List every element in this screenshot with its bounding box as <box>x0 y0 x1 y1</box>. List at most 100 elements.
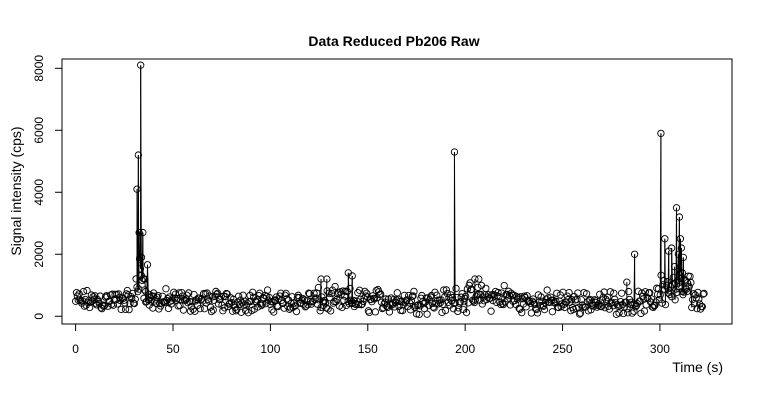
spike-line <box>674 266 676 300</box>
data-point <box>603 297 611 305</box>
data-point <box>185 289 193 297</box>
data-point <box>305 290 314 298</box>
data-point <box>639 295 648 303</box>
y-tick-label: 8000 <box>32 55 46 82</box>
data-point <box>282 289 290 298</box>
data-point <box>628 309 636 317</box>
data-point <box>691 291 699 299</box>
data-point <box>382 295 390 303</box>
data-point <box>665 287 673 295</box>
data-point <box>323 275 331 283</box>
data-point <box>438 308 446 317</box>
data-point <box>679 253 687 262</box>
data-point <box>661 300 670 309</box>
data-point <box>222 289 231 298</box>
data-point <box>338 303 346 312</box>
data-point <box>371 308 380 316</box>
data-point <box>177 296 185 304</box>
data-point <box>391 303 399 311</box>
data-point <box>348 272 356 280</box>
data-point <box>188 298 196 306</box>
data-point <box>141 275 149 283</box>
data-point <box>328 286 337 294</box>
spike-line <box>453 151 456 303</box>
data-point <box>582 290 591 298</box>
x-axis: 0 50 100 150 200 250 300 <box>72 323 670 356</box>
data-point <box>412 310 421 318</box>
data-point <box>677 274 685 282</box>
data-point <box>540 302 548 310</box>
data-point <box>240 301 248 309</box>
data-point <box>317 275 325 283</box>
data-point <box>143 261 152 269</box>
data-point <box>482 284 490 293</box>
data-point <box>228 307 237 315</box>
data-point <box>237 308 245 316</box>
data-point <box>265 293 273 302</box>
data-point <box>90 295 98 303</box>
data-point <box>179 306 188 314</box>
data-point <box>408 292 416 301</box>
data-point <box>407 296 415 305</box>
data-point <box>162 285 170 293</box>
data-point <box>565 289 573 297</box>
data-point <box>209 306 217 314</box>
data-point <box>376 290 385 298</box>
data-point <box>257 301 266 310</box>
data-point <box>196 304 204 313</box>
data-point <box>277 289 285 297</box>
data-point <box>263 286 272 294</box>
data-point <box>100 301 109 310</box>
data-point <box>406 306 415 314</box>
data-point <box>326 293 334 302</box>
data-point <box>505 291 514 299</box>
data-point <box>383 302 391 310</box>
data-point <box>104 302 112 310</box>
data-point <box>623 305 631 313</box>
data-point <box>561 303 569 312</box>
data-point <box>457 293 465 301</box>
data-point <box>314 283 323 292</box>
data-point <box>91 292 99 300</box>
data-point <box>385 308 394 316</box>
data-point <box>462 308 471 317</box>
data-point <box>439 300 447 308</box>
x-tick-label: 250 <box>553 342 573 356</box>
y-tick-label: 2000 <box>32 241 46 268</box>
data-point <box>657 129 665 138</box>
data-point <box>670 263 679 271</box>
data-point <box>302 302 310 310</box>
data-point <box>117 305 125 314</box>
x-tick-label: 100 <box>260 342 280 356</box>
data-point <box>292 307 301 316</box>
data-point <box>126 299 134 308</box>
data-point <box>79 287 88 296</box>
data-point <box>512 292 521 301</box>
data-point <box>164 294 172 303</box>
data-point <box>316 307 324 315</box>
data-point <box>520 292 529 300</box>
data-point <box>471 296 479 304</box>
data-point <box>606 288 614 296</box>
data-point <box>633 300 642 308</box>
data-point <box>128 289 137 298</box>
data-point <box>207 307 216 316</box>
data-point <box>243 299 252 307</box>
data-point <box>672 204 681 212</box>
data-point <box>356 295 365 303</box>
data-point <box>197 295 205 304</box>
data-point <box>410 287 418 296</box>
x-axis-label: Time (s) <box>672 359 723 375</box>
spike-line <box>682 257 685 293</box>
data-point <box>86 303 94 312</box>
data-point <box>656 291 664 299</box>
data-point <box>313 289 321 297</box>
data-point <box>671 296 679 304</box>
data-point <box>666 290 674 299</box>
data-point <box>452 284 460 293</box>
data-point <box>235 292 243 300</box>
data-point <box>653 290 662 299</box>
data-point <box>506 301 515 309</box>
data-points <box>71 61 708 319</box>
